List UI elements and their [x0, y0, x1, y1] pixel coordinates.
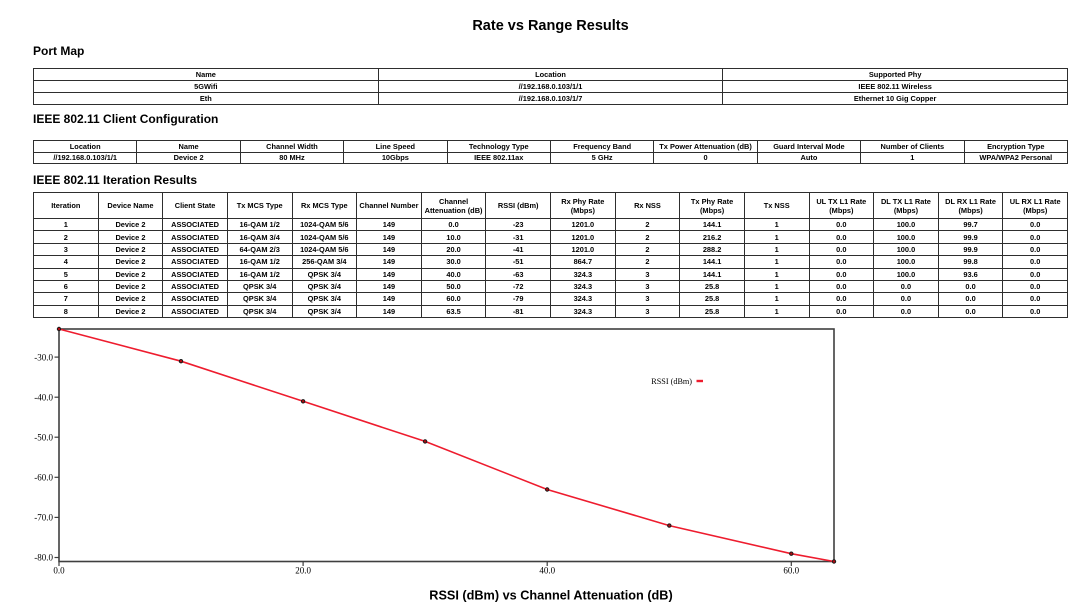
svg-text:RSSI (dBm): RSSI (dBm) — [651, 377, 692, 386]
svg-text:-40.0: -40.0 — [34, 392, 53, 402]
svg-text:60.0: 60.0 — [783, 566, 799, 576]
svg-text:40.0: 40.0 — [539, 566, 555, 576]
svg-text:-30.0: -30.0 — [34, 352, 53, 362]
svg-text:-70.0: -70.0 — [34, 513, 53, 523]
svg-text:RSSI (dBm) vs Channel Attenuat: RSSI (dBm) vs Channel Attenuation (dB) — [429, 589, 672, 603]
svg-text:0.0: 0.0 — [53, 566, 65, 576]
svg-text:-50.0: -50.0 — [34, 432, 53, 442]
svg-text:20.0: 20.0 — [295, 566, 311, 576]
svg-text:-80.0: -80.0 — [34, 553, 53, 563]
svg-text:-60.0: -60.0 — [34, 473, 53, 483]
